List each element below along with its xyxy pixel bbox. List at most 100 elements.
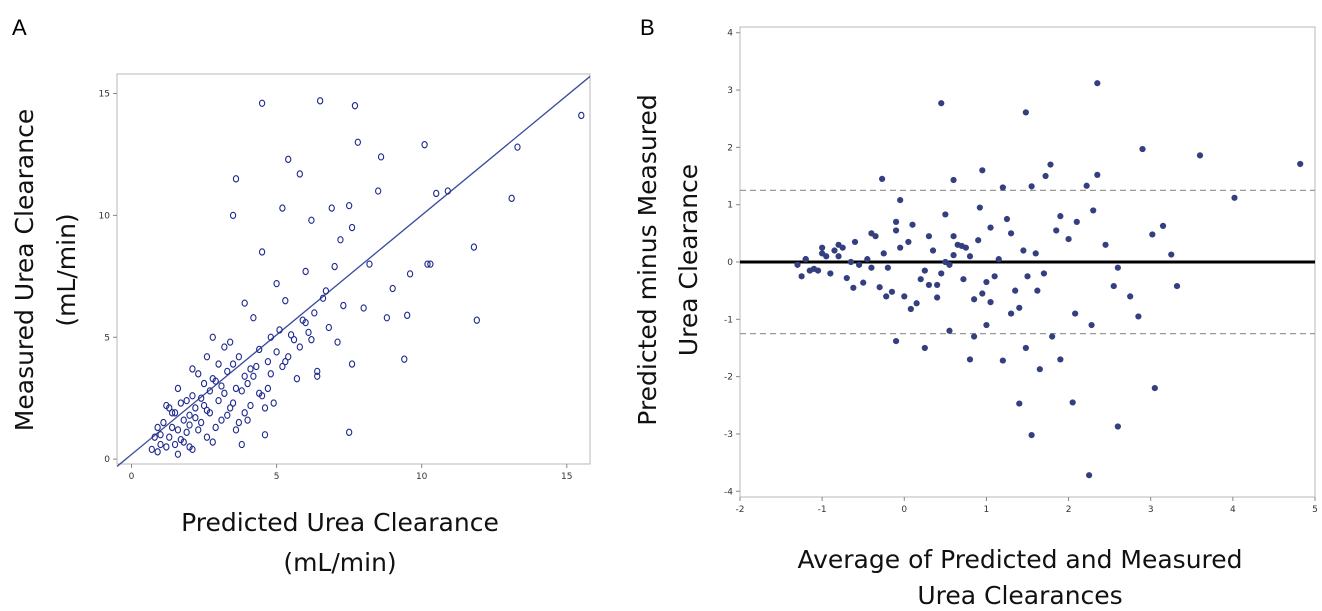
panel-a-data-point <box>334 338 341 346</box>
panel-b-data-point <box>934 281 941 289</box>
panel-b-data-point <box>1016 304 1023 311</box>
panel-b-data-point <box>999 357 1006 364</box>
panel-b-data-point <box>888 288 896 295</box>
panel-b-data-point <box>938 100 945 107</box>
panel-a-data-point <box>154 448 161 456</box>
panel-a-data-point <box>328 204 335 212</box>
panel-b-data-point <box>1196 152 1204 159</box>
panel-b-data-point <box>884 264 891 271</box>
panel-b-data-point <box>1049 333 1056 340</box>
panel-b-data-point <box>892 337 900 345</box>
panel-a-y-axis-title-line2: (mL/min) <box>52 213 81 326</box>
panel-b-y-tick-label: -4 <box>724 487 733 497</box>
panel-a-y-axis-title-line1: Measured Urea Clearance <box>10 109 39 431</box>
panel-b-y-tick-label: -2 <box>724 373 733 383</box>
panel-b-x-tick-label: 5 <box>1312 505 1318 515</box>
panel-b-data-point <box>1094 171 1101 178</box>
panel-b-data-point <box>987 224 994 231</box>
panel-a-data-point <box>473 316 480 324</box>
panel-a-data-point <box>247 365 254 373</box>
panel-a-data-point <box>322 287 330 295</box>
panel-b-data-point <box>971 333 978 340</box>
panel-b-data-point <box>1007 230 1015 237</box>
panel-a-data-point <box>424 260 431 268</box>
panel-b-data-point <box>995 256 1002 263</box>
panel-a-data-point <box>253 362 260 371</box>
panel-a-data-point <box>166 404 173 412</box>
panel-b-data-point <box>1168 251 1175 258</box>
panel-b-data-point <box>1034 287 1041 294</box>
panel-a-y-tick-label: 10 <box>99 211 111 221</box>
panel-a-data-point <box>154 423 161 432</box>
panel-a-data-point <box>273 279 280 288</box>
panel-b-points <box>794 80 1304 479</box>
panel-b-x-tick-label: 0 <box>901 505 907 515</box>
panel-a-data-point <box>404 311 411 319</box>
panel-a-data-point <box>421 141 428 149</box>
panel-b-data-point <box>856 261 863 268</box>
panel-b-data-point <box>1114 264 1121 271</box>
panel-b-data-point <box>814 267 822 274</box>
panel-b-data-point <box>1159 222 1167 229</box>
panel-b-data-point <box>1065 235 1072 243</box>
panel-b-data-point <box>938 270 945 277</box>
panel-a-data-point <box>256 345 263 354</box>
panel-a-data-point <box>354 138 362 146</box>
panel-b-data-point <box>921 344 928 352</box>
panel-b-data-point <box>1020 247 1027 254</box>
panel-b-data-point <box>913 300 920 307</box>
panel-b-data-point <box>1069 399 1076 406</box>
panel-b-data-point <box>934 294 941 301</box>
panel-a-data-point <box>325 323 332 332</box>
panel-b-data-point <box>1028 183 1035 190</box>
panel-b-data-point <box>851 238 859 246</box>
panel-a-data-point <box>514 143 521 151</box>
panel-b-data-point <box>794 261 801 268</box>
panel-b-data-point <box>1012 287 1019 294</box>
panel-a-data-point <box>200 379 208 388</box>
panel-b-data-point <box>843 274 850 282</box>
panel-b-y-tick-label: -1 <box>724 315 733 325</box>
panel-a-data-point <box>401 355 408 363</box>
panel-a-fit-line <box>116 75 591 467</box>
panel-b-data-point <box>960 276 967 283</box>
panel-b-label: B <box>640 15 655 40</box>
panel-b-data-point <box>880 250 887 257</box>
panel-b-data-point <box>839 244 846 251</box>
panel-a-data-point <box>345 428 353 436</box>
panel-a-data-point <box>241 372 248 380</box>
panel-b-data-point <box>1016 400 1023 407</box>
panel-b-data-point <box>1053 227 1060 234</box>
panel-a-data-point <box>148 445 155 454</box>
panel-b-data-point <box>1007 310 1015 317</box>
panel-b-data-point <box>1036 366 1043 373</box>
panel-b-data-point <box>975 237 982 244</box>
panel-b-data-point <box>966 356 974 363</box>
panel-b-data-point <box>917 276 924 283</box>
panel-a-data-point <box>308 336 315 344</box>
panel-a-x-axis-title-line2: (mL/min) <box>283 548 396 577</box>
panel-b-data-point <box>1057 356 1064 363</box>
panel-b-data-point <box>987 299 994 306</box>
panel-b-data-point <box>901 293 908 300</box>
panel-a-data-point <box>180 416 187 424</box>
panel-a-data-point <box>229 211 237 220</box>
panel-a-data-point <box>296 170 303 178</box>
panel-a-data-point <box>174 450 182 458</box>
panel-a-x-axis-title-line1: Predicted Urea Clearance <box>181 508 499 537</box>
panel-a-data-point <box>244 416 251 424</box>
panel-b-data-point <box>1090 207 1097 214</box>
panel-a-data-point <box>316 97 324 105</box>
panel-b-data-point <box>879 175 886 182</box>
panel-b-x-axis-title-line1: Average of Predicted and Measured <box>797 545 1242 574</box>
panel-a-data-point <box>331 262 338 271</box>
panel-b-data-point <box>823 253 830 260</box>
panel-a-data-point <box>174 384 182 393</box>
panel-b-data-point <box>958 242 965 250</box>
panel-a-data-point <box>314 367 321 376</box>
panel-b-data-point <box>897 196 904 204</box>
panel-a-data-point <box>206 409 214 417</box>
panel-b-y-tick-label: 0 <box>727 258 733 268</box>
panel-b-data-point <box>1110 282 1117 290</box>
